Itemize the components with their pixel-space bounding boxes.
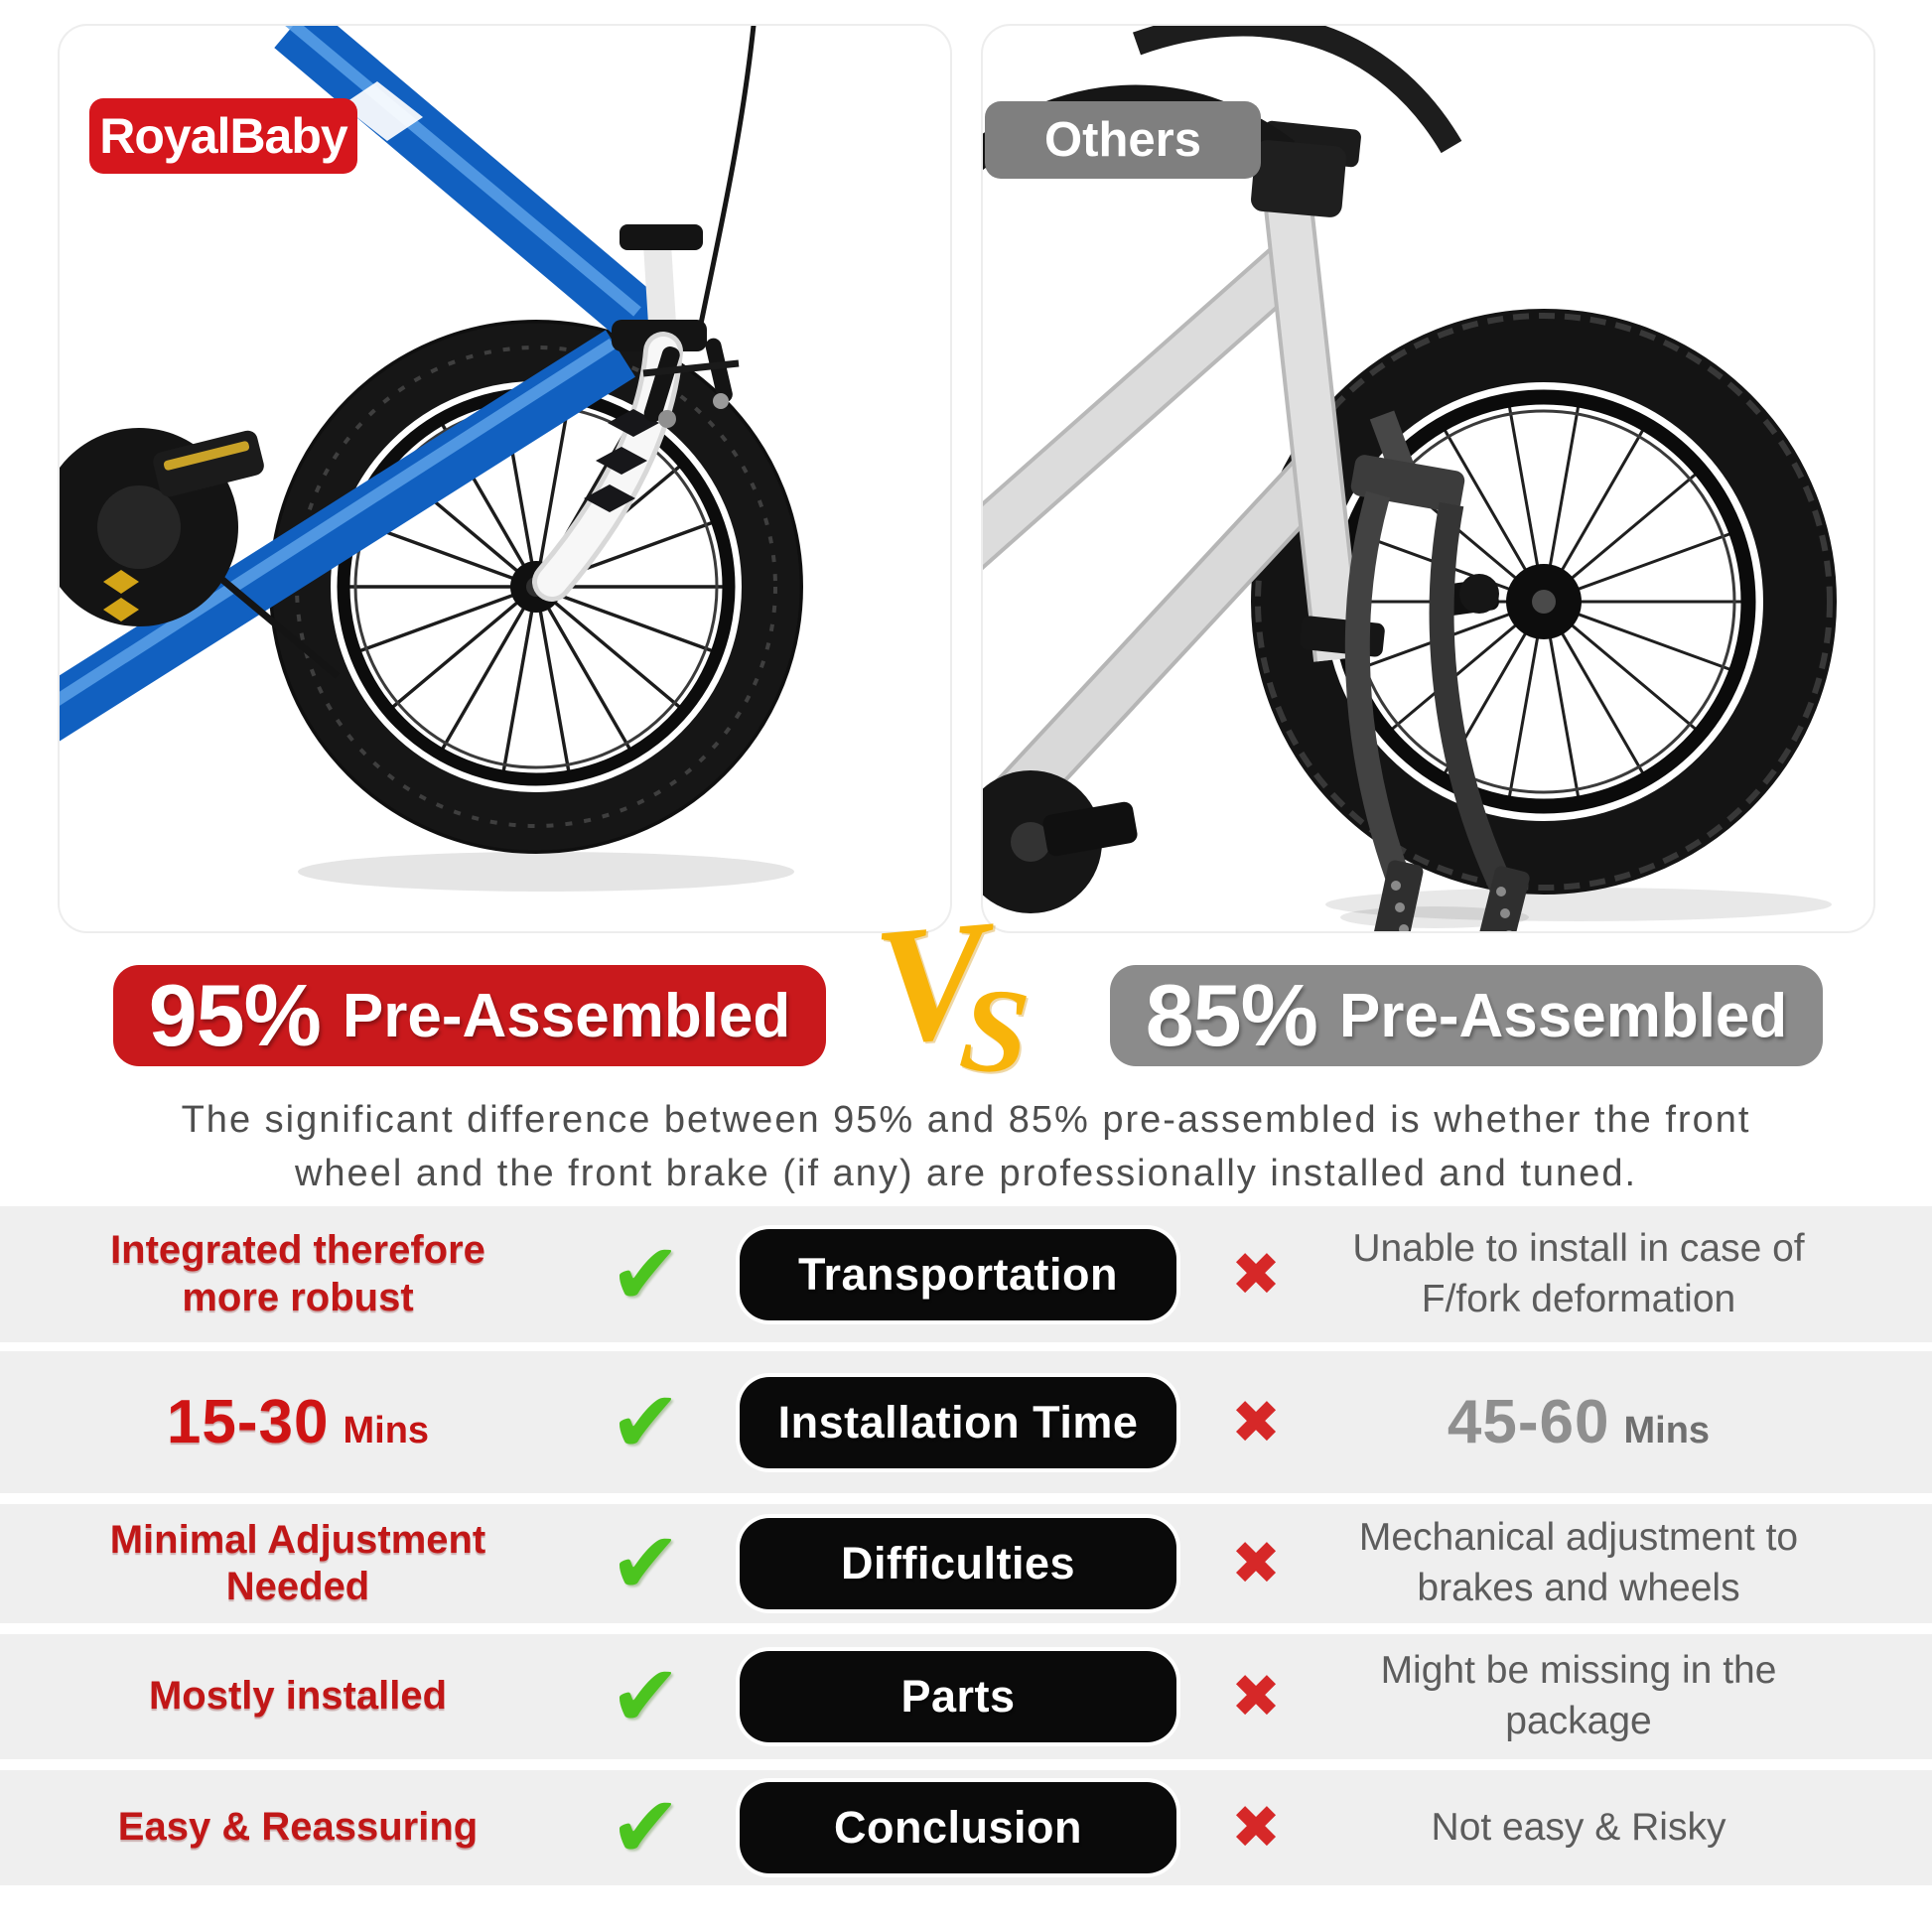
description-line-2: wheel and the front brake (if any) are p…	[294, 1152, 1638, 1194]
category-label: Parts	[900, 1671, 1016, 1722]
cross-icon: ✖	[1230, 1530, 1282, 1596]
royalbaby-bike-illustration	[60, 26, 803, 892]
royalbaby-preassembled-banner: 95% Pre-Assembled	[113, 965, 826, 1066]
royalbaby-advantage-cell: Integrated therefore more robust	[40, 1227, 556, 1320]
others-drawback-cell: Mechanical adjustment to brakes and whee…	[1330, 1513, 1827, 1613]
check-icon: ✔	[609, 1374, 682, 1470]
drawback-text: Mechanical adjustment to brakes and whee…	[1358, 1516, 1799, 1609]
others-preassembled-banner: 85% Pre-Assembled	[1110, 965, 1823, 1066]
category-label: Installation Time	[777, 1396, 1139, 1448]
drawback-text: Unable to install in case of F/fork defo…	[1352, 1226, 1805, 1320]
comparison-row-parts: Mostly installed ✔ Parts ✖ Might be miss…	[0, 1634, 1932, 1759]
blue-frame	[60, 26, 664, 742]
advantage-unit: Mins	[343, 1410, 430, 1451]
royalbaby-advantage-cell: Mostly installed	[40, 1673, 556, 1720]
comparison-row-installation-time: 15-30 Mins ✔ Installation Time ✖ 45-60 Min…	[0, 1351, 1932, 1493]
crank-and-pedal	[60, 428, 341, 679]
cross-icon: ✖	[1230, 1663, 1282, 1729]
advantage-text: Integrated therefore more robust	[110, 1228, 485, 1319]
comparison-row-conclusion: Easy & Reassuring ✔ Conclusion ✖ Not eas…	[0, 1770, 1932, 1885]
others-drawback-cell: Might be missing in the package	[1330, 1646, 1827, 1746]
royalbaby-advantage-cell: 15-30 Mins	[40, 1387, 556, 1457]
others-drawback-cell: Not easy & Risky	[1330, 1803, 1827, 1854]
description-line-1: The significant difference between 95% a…	[181, 1099, 1751, 1141]
category-pill: Conclusion	[740, 1782, 1176, 1873]
cross-icon: ✖	[1230, 1794, 1282, 1861]
cross-icon: ✖	[1230, 1240, 1282, 1308]
others-photo-card: Others	[981, 24, 1875, 933]
others-percent-label: Pre-Assembled	[1338, 981, 1788, 1050]
category-label: Difficulties	[840, 1538, 1076, 1588]
comparison-row-transportation: Integrated therefore more robust ✔ Trans…	[0, 1206, 1932, 1342]
royalbaby-brand-label: RoyalBaby	[99, 108, 347, 164]
category-label: Conclusion	[834, 1802, 1082, 1853]
crank-and-pedal	[983, 770, 1138, 913]
advantage-value: 15-30	[166, 1388, 330, 1456]
check-icon: ✔	[609, 1649, 682, 1744]
others-drawback-cell: Unable to install in case of F/fork defo…	[1330, 1224, 1827, 1324]
royalbaby-percent-label: Pre-Assembled	[342, 981, 791, 1050]
cross-icon: ✖	[1230, 1388, 1282, 1455]
royalbaby-photo-card: RoyalBaby	[58, 24, 952, 933]
white-fork-and-brake	[532, 26, 757, 602]
check-icon: ✔	[609, 1226, 682, 1322]
check-icon: ✔	[609, 1780, 682, 1875]
comparison-row-difficulties: Minimal Adjustment Needed ✔ Difficulties…	[0, 1504, 1932, 1623]
check-icon: ✔	[609, 1516, 682, 1611]
advantage-text: Minimal Adjustment Needed	[109, 1517, 486, 1608]
category-pill: Difficulties	[740, 1518, 1176, 1609]
vs-letter-s: S	[955, 961, 1035, 1101]
detached-fork	[1344, 410, 1530, 931]
others-percent: 85%	[1145, 966, 1318, 1064]
others-badge-label: Others	[1044, 113, 1201, 167]
vs-mark: V S	[868, 886, 1054, 1101]
advantage-text: Mostly installed	[148, 1674, 448, 1719]
royalbaby-advantage-cell: Minimal Adjustment Needed	[40, 1517, 556, 1610]
category-pill: Installation Time	[740, 1376, 1176, 1468]
drawback-unit: Mins	[1623, 1410, 1711, 1451]
royalbaby-advantage-cell: Easy & Reassuring	[40, 1804, 556, 1851]
drawback-value: 45-60	[1447, 1388, 1610, 1456]
category-pill: Transportation	[740, 1228, 1176, 1320]
advantage-text: Easy & Reassuring	[117, 1805, 479, 1850]
others-drawback-cell: 45-60 Mins	[1330, 1387, 1827, 1457]
description-paragraph: The significant difference between 95% a…	[0, 1094, 1932, 1201]
drawback-text: Might be missing in the package	[1380, 1649, 1777, 1742]
royalbaby-percent: 95%	[148, 966, 322, 1064]
category-label: Transportation	[797, 1248, 1119, 1300]
drawback-text: Not easy & Risky	[1431, 1805, 1726, 1849]
category-pill: Parts	[740, 1651, 1176, 1742]
others-bike-illustration	[983, 26, 1837, 931]
royalbaby-brand-badge: RoyalBaby	[89, 98, 357, 174]
others-badge: Others	[985, 101, 1261, 179]
